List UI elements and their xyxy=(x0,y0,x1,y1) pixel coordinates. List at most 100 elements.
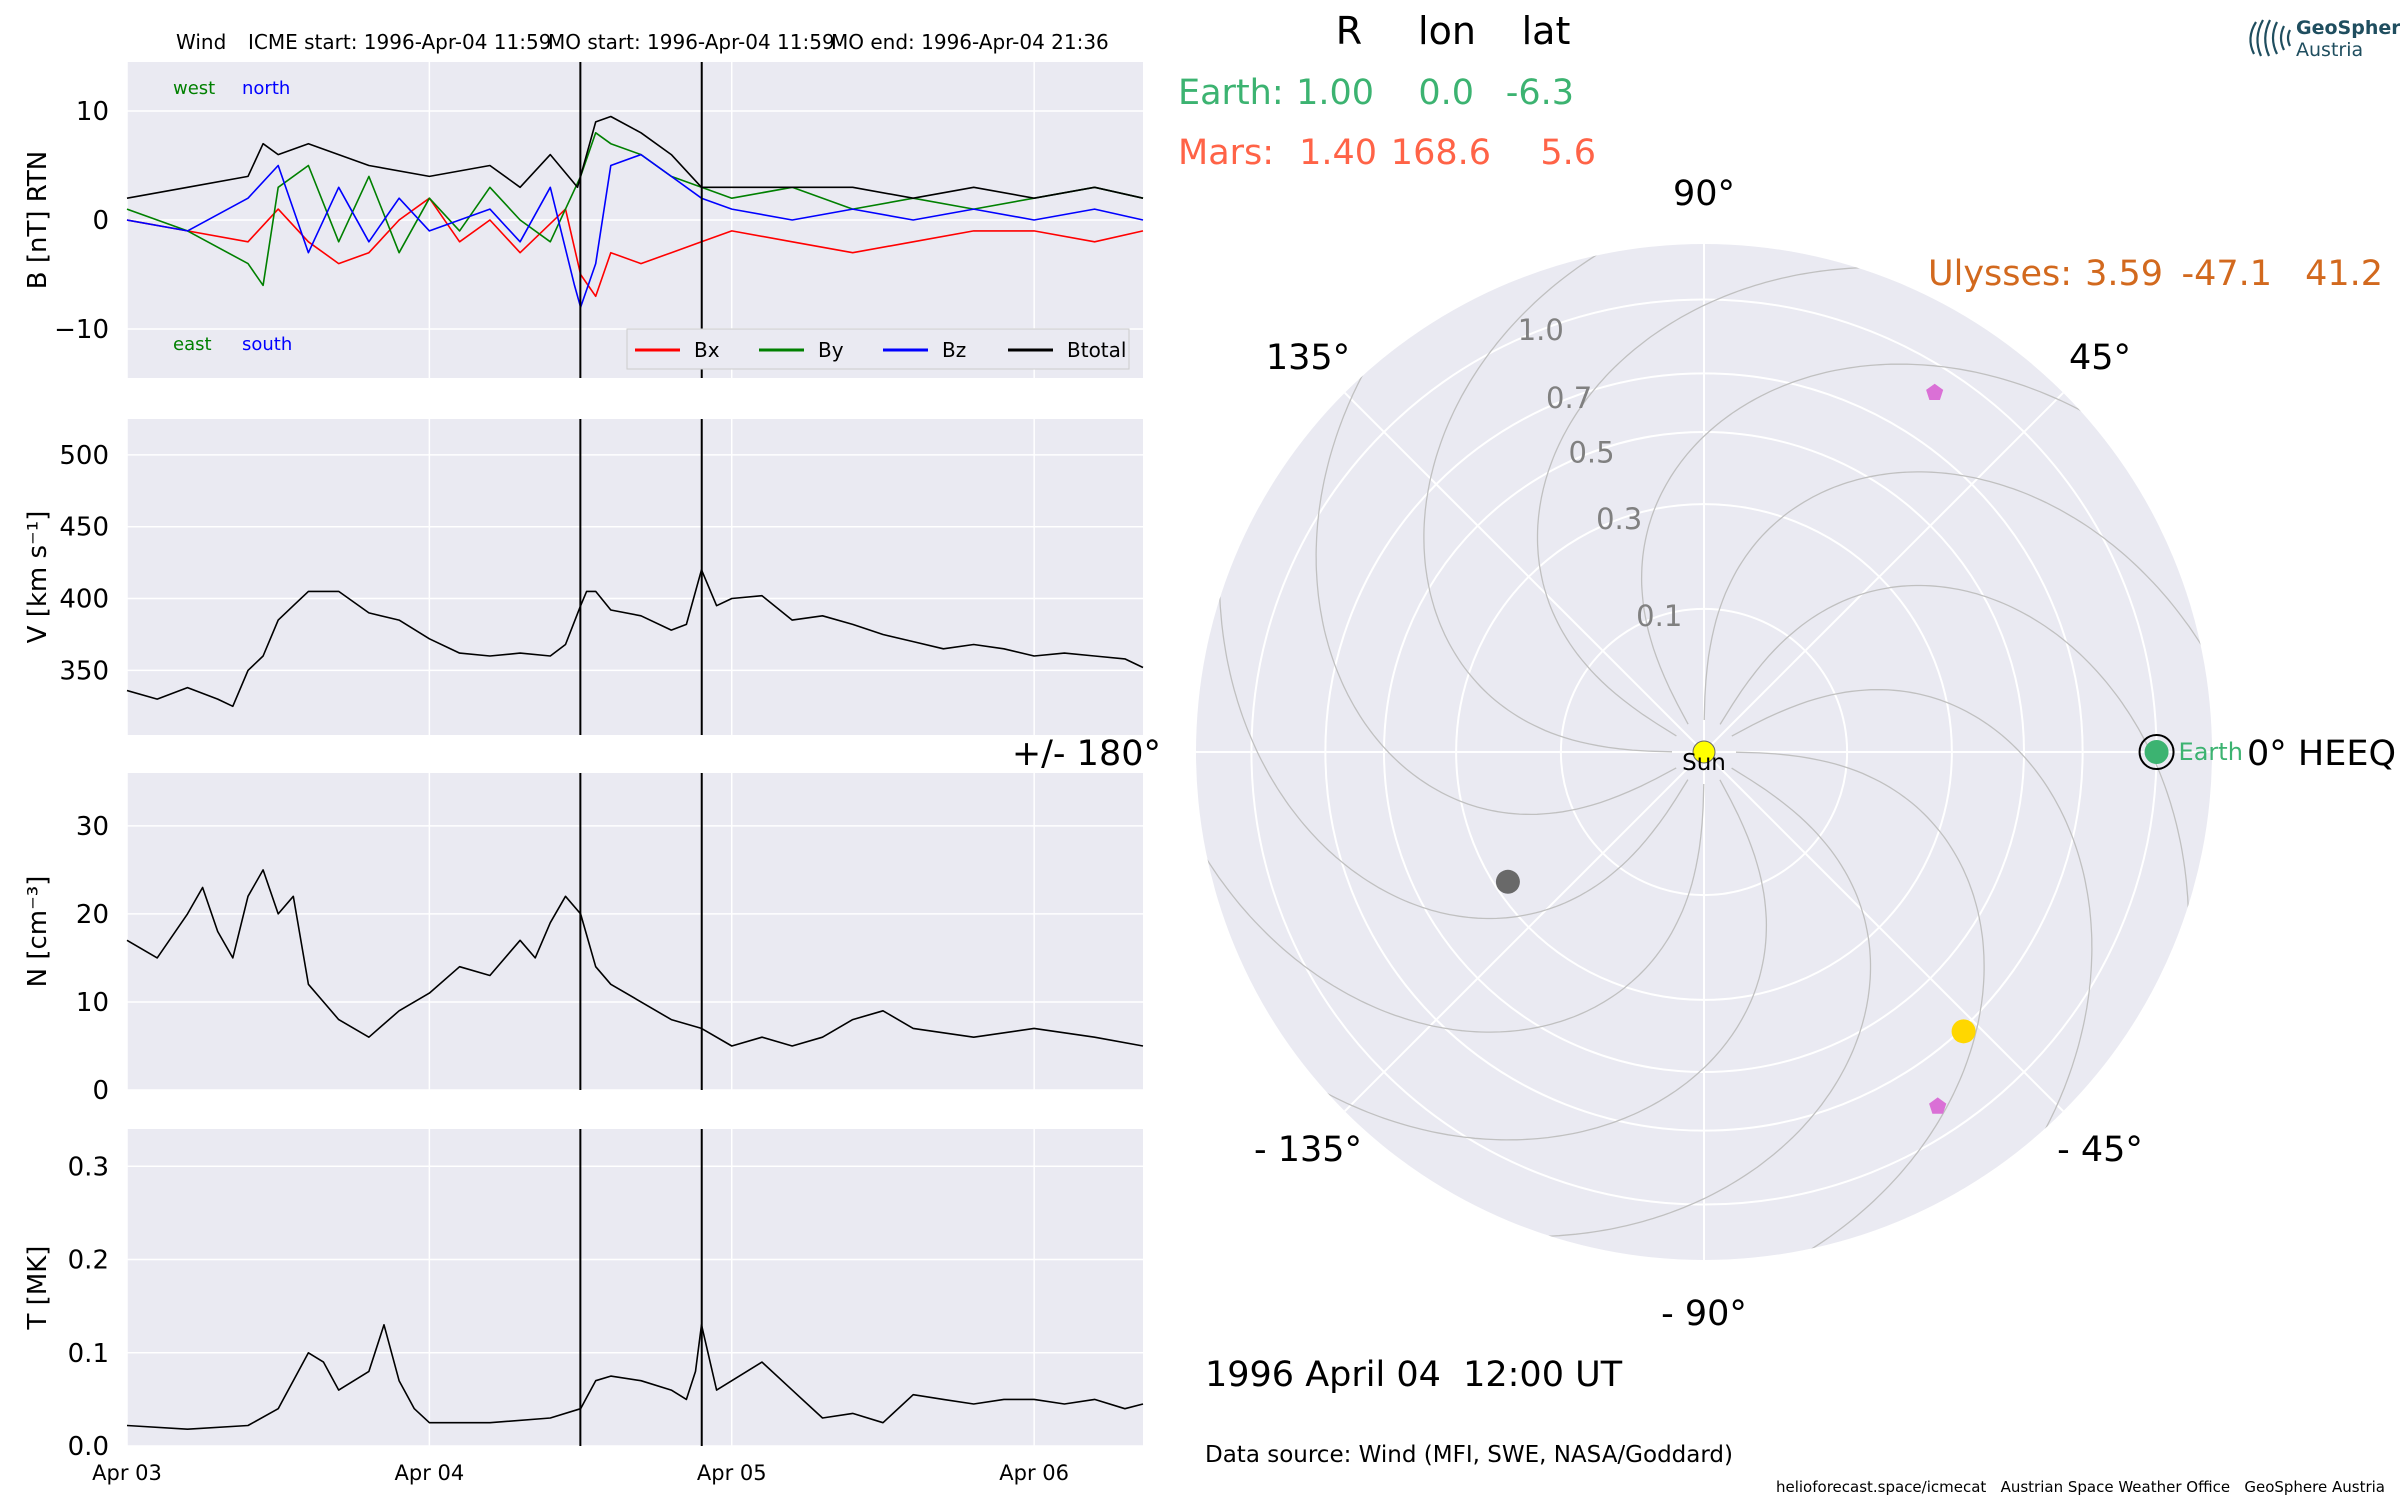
logo-line2: Austria xyxy=(2296,39,2363,61)
parker-spiral-line xyxy=(1536,266,1879,737)
earth-marker xyxy=(2144,740,2169,764)
polar-angle-label: +/- 180° xyxy=(1012,734,1161,774)
ulysses-lat: 41.2 xyxy=(2305,254,2383,294)
y-tick-label: 0 xyxy=(92,1076,109,1106)
parker-spiral-line xyxy=(1423,244,1673,753)
series-line-btotal xyxy=(126,115,1144,199)
series-line-t xyxy=(126,1324,1144,1430)
earth-label: Earth: xyxy=(1178,73,1284,113)
polar-angle-label: 45° xyxy=(2069,338,2131,378)
parker-spiral-line xyxy=(1196,783,1705,1033)
panel-background xyxy=(127,773,1143,1090)
temperature-panel: 0.3 0.2 0.1 0.0 T [MK] Apr 03 Apr 04 Apr 05 Apr … xyxy=(23,1129,1144,1485)
annotation-south: south xyxy=(242,334,292,355)
legend-by-label: By xyxy=(818,338,844,362)
y-tick-label: 350 xyxy=(59,656,109,686)
polar-angle-label: 90° xyxy=(1673,174,1735,214)
radial-tick-label: 1.0 xyxy=(1518,313,1564,347)
table-header-r: R xyxy=(1336,9,1362,53)
panel-background xyxy=(127,419,1143,735)
sun-marker xyxy=(1692,740,1716,764)
header-icme-start: ICME start: 1996-Apr-04 11:59 xyxy=(248,30,551,54)
polar-grid-spoke xyxy=(1703,751,2064,1112)
y-tick-label: 0.3 xyxy=(68,1152,109,1182)
sun-label: Sun xyxy=(1682,750,1726,776)
radial-tick-label: 0.5 xyxy=(1568,435,1614,469)
data-source: Data source: Wind (MFI, SWE, NASA/Goddar… xyxy=(1205,1442,1733,1468)
parker-spiral-line xyxy=(1640,363,2098,725)
legend-bx-label: Bx xyxy=(694,338,720,362)
earth-lat: -6.3 xyxy=(1506,73,1574,113)
y-axis-label: B [nT] RTN xyxy=(23,151,53,290)
pentagon-marker xyxy=(1926,383,1944,400)
parker-spiral-line xyxy=(1529,767,1872,1238)
geosphere-logo: GeoSphere Austria xyxy=(2249,17,2400,61)
parker-spirals xyxy=(1196,244,2212,1260)
logo-line1: GeoSphere xyxy=(2296,17,2400,39)
polar-angle-label: - 90° xyxy=(1661,1294,1747,1334)
parker-spiral-line xyxy=(1310,779,1768,1141)
polar-grid-spoke xyxy=(1703,392,2064,753)
y-tick-label: 0.0 xyxy=(68,1432,109,1462)
y-tick-label: 400 xyxy=(59,585,109,615)
legend-btotal-label: Btotal xyxy=(1067,338,1126,362)
mars-label: Mars: xyxy=(1178,133,1274,173)
polar-angle-label: 0° HEEQ xyxy=(2247,734,2396,774)
y-tick-label: 0.1 xyxy=(68,1339,109,1369)
series-line-v xyxy=(126,568,1144,708)
y-tick-label: 0 xyxy=(92,206,109,236)
annotation-north: north xyxy=(242,78,290,99)
ulysses-label: Ulysses: xyxy=(1928,254,2072,294)
polar-grid-spoke xyxy=(1344,392,1705,753)
polar-grid-spoke xyxy=(1344,751,1705,1112)
ulysses-lon: -47.1 xyxy=(2181,254,2272,294)
earth-label: Earth xyxy=(2179,738,2243,766)
header-spacecraft: Wind xyxy=(176,30,226,54)
ulysses-marker xyxy=(1951,1019,1976,1044)
earth-ring xyxy=(2138,734,2175,770)
mars-r: 1.40 xyxy=(1299,133,1377,173)
y-axis-label: T [MK] xyxy=(23,1246,53,1331)
table-header-lon: lon xyxy=(1418,9,1476,53)
series-line-bz xyxy=(126,153,1144,309)
polar-angle-label: 135° xyxy=(1266,338,1350,378)
parker-spiral-line xyxy=(1218,577,1689,920)
x-tick-label: Apr 05 xyxy=(697,1461,767,1485)
y-tick-label: 10 xyxy=(76,97,109,127)
y-tick-label: 20 xyxy=(76,900,109,930)
header-mo-start: MO start: 1996-Apr-04 11:59 xyxy=(548,30,835,54)
polar-position-plot: 0.1 0.3 0.5 0.7 1.0 90° 45° 0° HEEQ - 45° - 90° - … xyxy=(1012,174,2396,1334)
mars-marker xyxy=(1495,869,1520,894)
parker-spiral-line xyxy=(1719,584,2190,927)
radial-tick-label: 0.7 xyxy=(1546,381,1592,415)
series-line-n xyxy=(126,869,1144,1047)
legend-bz-label: Bz xyxy=(942,338,966,362)
x-tick-label: Apr 03 xyxy=(92,1461,162,1485)
x-tick-label: Apr 06 xyxy=(999,1461,1069,1485)
parker-spiral-line xyxy=(1315,358,1677,816)
y-axis-label: V [km s⁻¹] xyxy=(23,511,53,644)
table-header-lat: lat xyxy=(1522,9,1571,53)
y-axis-label: N [cm⁻³] xyxy=(23,876,53,988)
earth-r: 1.00 xyxy=(1296,73,1374,113)
panel-background xyxy=(127,1129,1143,1446)
annotation-east: east xyxy=(173,334,212,355)
parker-spiral-line xyxy=(1735,751,1985,1260)
position-table: R lon lat Earth: 1.00 0.0 -6.3 Mars: 1.4… xyxy=(1178,9,2383,294)
y-tick-label: −10 xyxy=(54,315,109,345)
y-tick-label: 30 xyxy=(76,812,109,842)
polar-angle-label: - 45° xyxy=(2057,1130,2143,1170)
magnetic-field-panel: 10 0 −10B [nT] RTN xyxy=(23,62,1144,378)
y-tick-label: 10 xyxy=(76,988,109,1018)
y-tick-label: 0.2 xyxy=(68,1246,109,1276)
pentagon-marker xyxy=(1929,1097,1947,1114)
parker-spiral-line xyxy=(1731,688,2093,1146)
parker-spiral-line xyxy=(1703,471,2212,721)
logo-mark-icon xyxy=(2249,19,2291,57)
radial-tick-label: 0.3 xyxy=(1596,502,1642,536)
date-label: 1996 April 04 12:00 UT xyxy=(1205,1355,1623,1395)
radial-tick-label: 0.1 xyxy=(1636,599,1682,633)
b-field-legend: Bx By Bz Btotal xyxy=(626,328,1130,370)
